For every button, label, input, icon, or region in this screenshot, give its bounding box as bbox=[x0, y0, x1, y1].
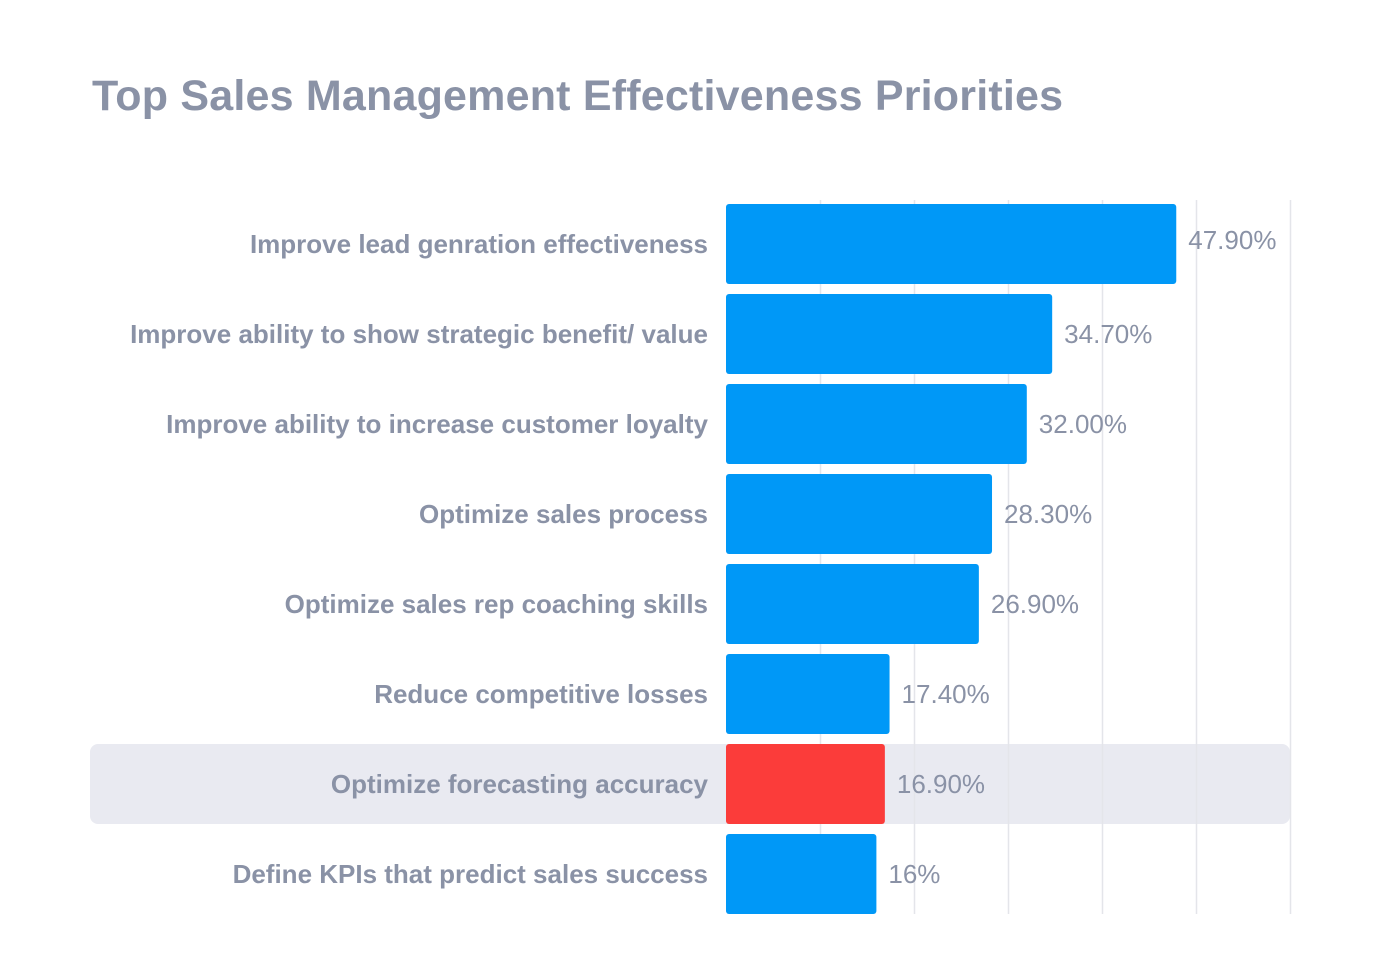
category-label: Improve ability to increase customer loy… bbox=[166, 409, 708, 439]
bar bbox=[726, 564, 979, 644]
chart-title: Top Sales Management Effectiveness Prior… bbox=[92, 72, 1064, 120]
value-label: 47.90% bbox=[1188, 225, 1276, 255]
category-label: Define KPIs that predict sales success bbox=[233, 859, 708, 889]
category-label: Optimize forecasting accuracy bbox=[331, 769, 709, 799]
bar bbox=[726, 474, 993, 554]
category-label: Improve lead genration effectiveness bbox=[250, 229, 708, 259]
value-label: 17.40% bbox=[902, 679, 990, 709]
value-label: 26.90% bbox=[991, 589, 1079, 619]
bar bbox=[726, 834, 877, 914]
value-label: 28.30% bbox=[1004, 499, 1092, 529]
highlight-band bbox=[90, 744, 1290, 824]
category-label: Optimize sales rep coaching skills bbox=[285, 589, 708, 619]
category-label: Reduce competitive losses bbox=[374, 679, 708, 709]
category-label: Improve ability to show strategic benefi… bbox=[130, 319, 708, 349]
bar bbox=[726, 294, 1053, 374]
value-label: 32.00% bbox=[1039, 409, 1127, 439]
bar bbox=[726, 744, 885, 824]
bar bbox=[726, 204, 1177, 284]
bar bbox=[726, 384, 1027, 464]
value-label: 34.70% bbox=[1064, 319, 1152, 349]
category-label: Optimize sales process bbox=[419, 499, 708, 529]
bar bbox=[726, 654, 890, 734]
value-label: 16% bbox=[888, 859, 940, 889]
value-label: 16.90% bbox=[897, 769, 985, 799]
